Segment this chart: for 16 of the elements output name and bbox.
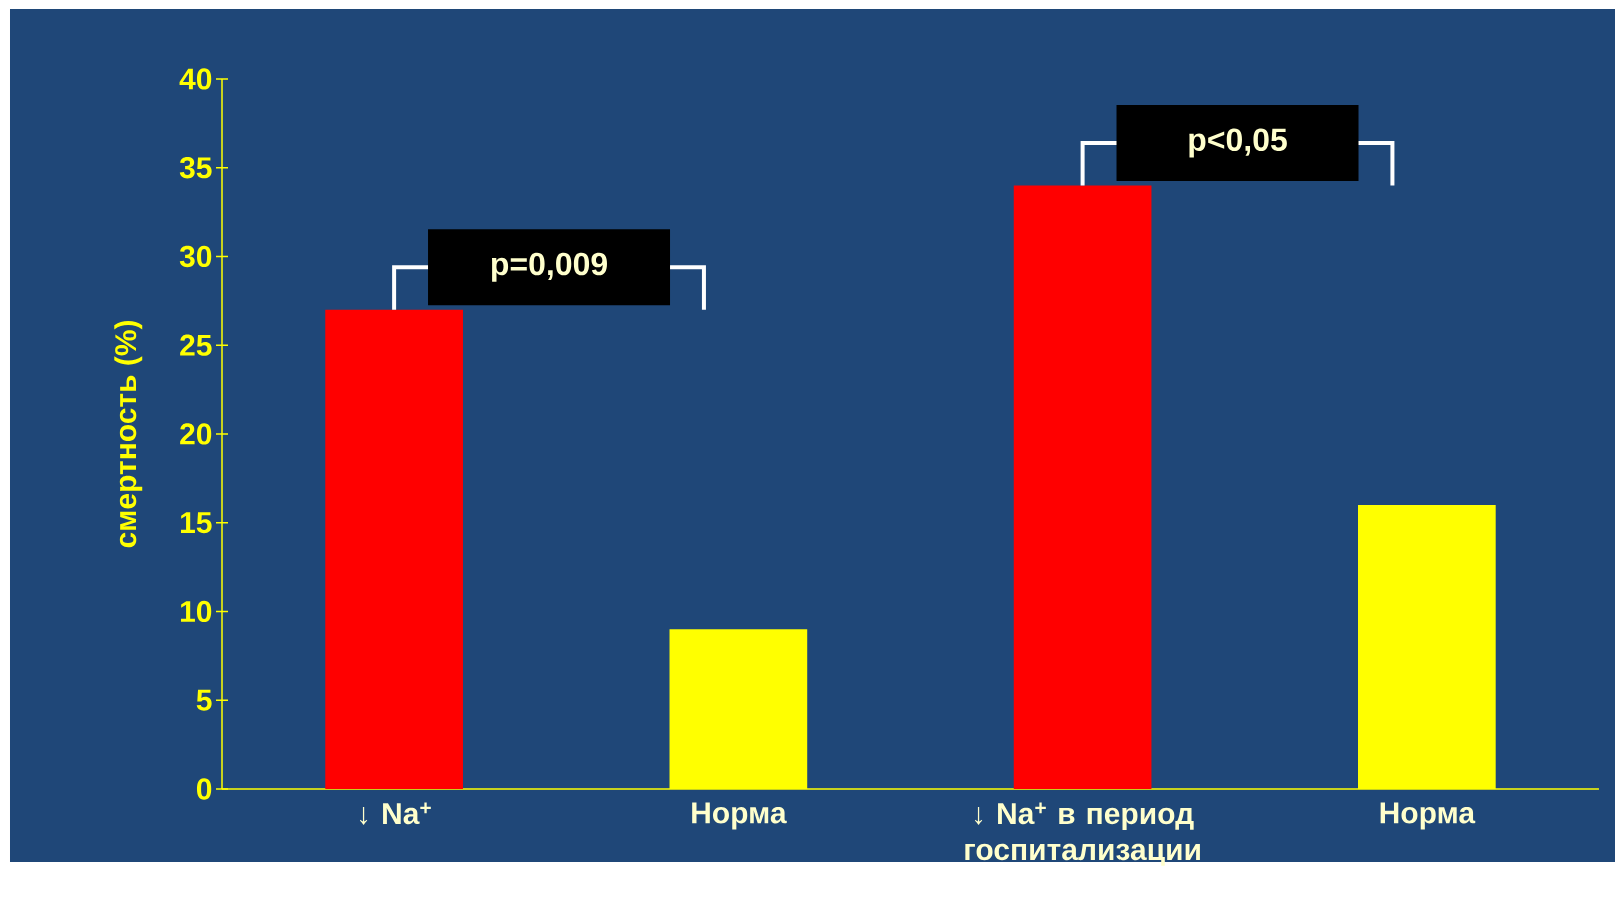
y-tick-label: 40: [179, 68, 212, 90]
y-tick-label: 30: [179, 245, 212, 268]
y-tick-label: 25: [180, 334, 212, 356]
y-tick-label: 5: [196, 689, 212, 711]
y-tick-label: 20: [180, 423, 212, 445]
y-tick-label: 0: [196, 778, 212, 800]
annotation: p=0,009: [491, 252, 607, 282]
y-tick-label: 35: [179, 157, 212, 179]
y-tick-label: 15: [180, 512, 212, 534]
x-tick-label: ↓ Na$^{+}$ в период госпитализации: [965, 802, 1200, 866]
annotation: p<0,05: [1189, 128, 1287, 158]
x-tick-label: ↓ Na$^{+}$: [360, 802, 431, 825]
x-tick-label: Норма: [1380, 802, 1476, 830]
y-axis-title: смертность (%): [114, 320, 143, 548]
x-tick-label: Норма: [692, 802, 787, 830]
y-tick-label: 10: [180, 600, 212, 623]
